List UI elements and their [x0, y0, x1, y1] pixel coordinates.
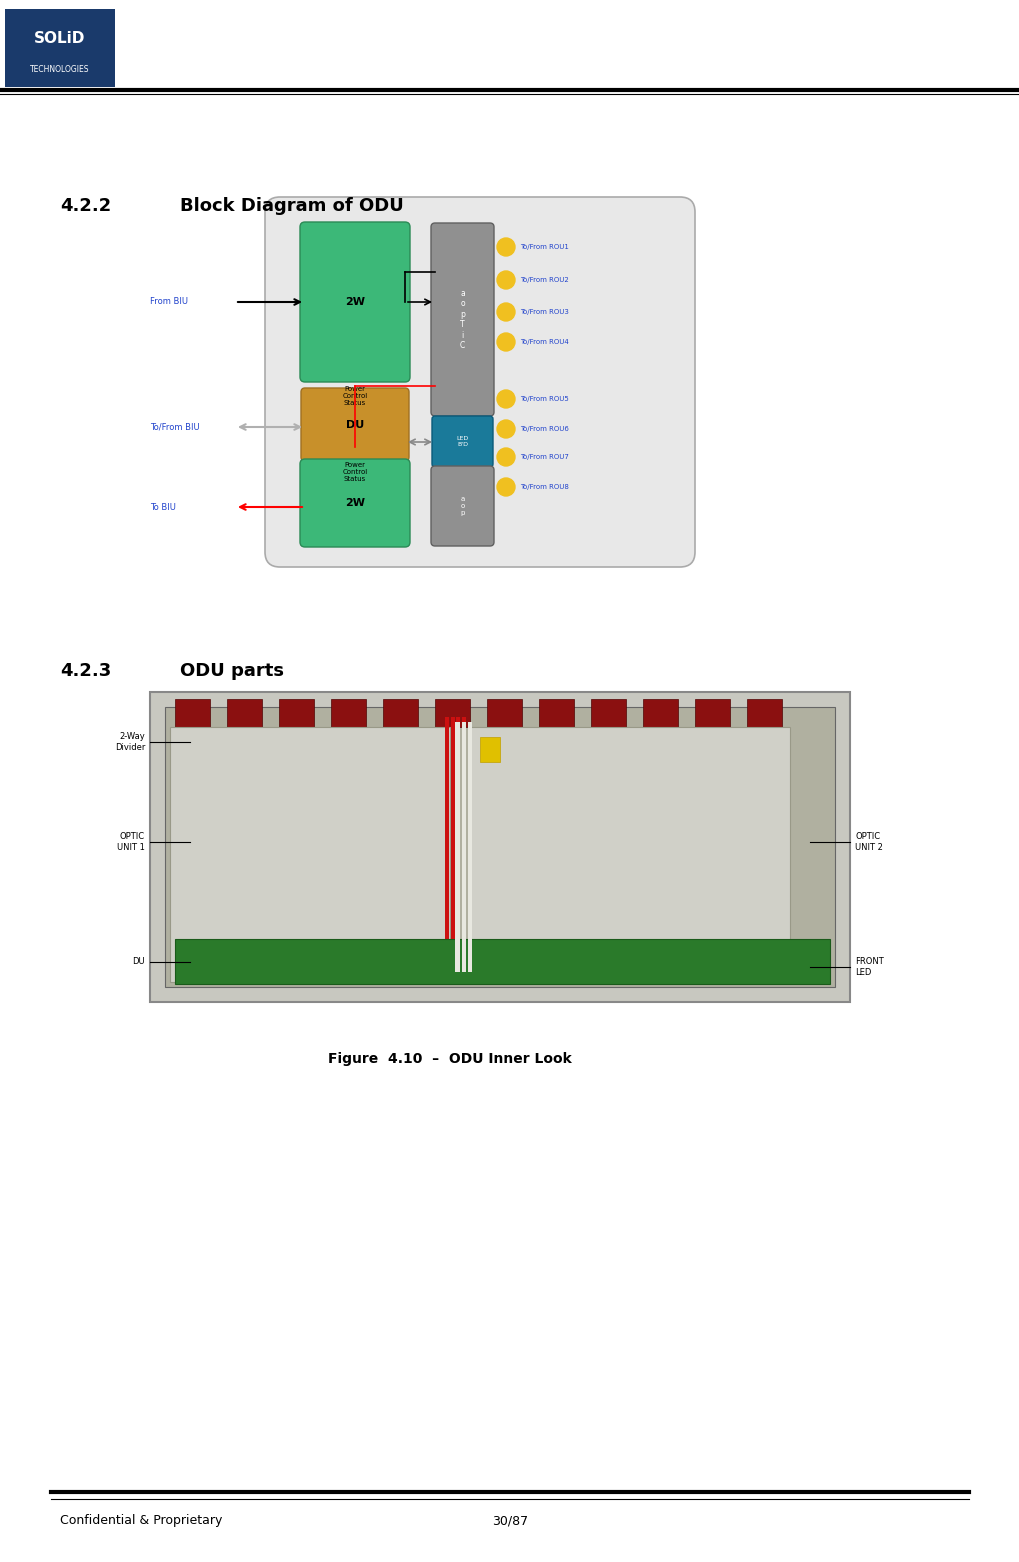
Circle shape — [496, 303, 515, 322]
FancyBboxPatch shape — [455, 717, 460, 976]
FancyBboxPatch shape — [331, 700, 366, 726]
Text: TECHNOLOGIES: TECHNOLOGIES — [31, 66, 90, 75]
FancyBboxPatch shape — [170, 726, 449, 982]
Circle shape — [496, 270, 515, 289]
FancyBboxPatch shape — [150, 692, 849, 1001]
Text: 2W: 2W — [344, 297, 365, 308]
FancyBboxPatch shape — [227, 700, 262, 726]
Text: LED
B'D: LED B'D — [455, 436, 468, 447]
Text: To/From BIU: To/From BIU — [150, 422, 200, 431]
FancyBboxPatch shape — [279, 700, 314, 726]
Text: Figure  4.10  –  ODU Inner Look: Figure 4.10 – ODU Inner Look — [328, 1051, 572, 1065]
FancyBboxPatch shape — [300, 222, 410, 383]
FancyBboxPatch shape — [301, 387, 409, 461]
FancyBboxPatch shape — [454, 722, 459, 972]
FancyBboxPatch shape — [432, 415, 492, 467]
Text: To/From ROU7: To/From ROU7 — [520, 455, 569, 459]
Circle shape — [496, 390, 515, 408]
Text: 30/87: 30/87 — [491, 1514, 528, 1528]
FancyBboxPatch shape — [642, 700, 678, 726]
Circle shape — [496, 237, 515, 256]
Text: Power
Control
Status: Power Control Status — [342, 462, 367, 483]
Text: Block Diagram of ODU: Block Diagram of ODU — [179, 197, 404, 216]
Text: From BIU: From BIU — [150, 297, 187, 306]
Text: DU: DU — [132, 958, 145, 967]
Text: To/From ROU6: To/From ROU6 — [520, 426, 569, 433]
Text: To BIU: To BIU — [150, 503, 175, 511]
FancyBboxPatch shape — [468, 722, 472, 972]
FancyBboxPatch shape — [450, 717, 454, 976]
FancyBboxPatch shape — [431, 465, 493, 547]
Text: a
o
p
T
i
C: a o p T i C — [460, 289, 465, 350]
Text: To/From ROU8: To/From ROU8 — [520, 484, 569, 490]
FancyBboxPatch shape — [590, 700, 626, 726]
Text: 4.2.2: 4.2.2 — [60, 197, 111, 216]
FancyBboxPatch shape — [434, 700, 470, 726]
FancyBboxPatch shape — [461, 717, 465, 976]
FancyBboxPatch shape — [694, 700, 730, 726]
FancyBboxPatch shape — [470, 726, 790, 982]
FancyBboxPatch shape — [265, 197, 694, 567]
FancyBboxPatch shape — [5, 9, 115, 87]
Text: To/From ROU5: To/From ROU5 — [520, 397, 569, 401]
FancyBboxPatch shape — [746, 700, 782, 726]
FancyBboxPatch shape — [165, 708, 835, 987]
Text: To/From ROU2: To/From ROU2 — [520, 276, 569, 283]
FancyBboxPatch shape — [486, 700, 522, 726]
FancyBboxPatch shape — [461, 722, 466, 972]
FancyBboxPatch shape — [300, 459, 410, 547]
FancyBboxPatch shape — [538, 700, 574, 726]
Circle shape — [496, 333, 515, 351]
Text: 2-Way
Divider: 2-Way Divider — [114, 733, 145, 751]
Text: OPTIC
UNIT 2: OPTIC UNIT 2 — [854, 833, 882, 851]
Circle shape — [496, 478, 515, 497]
Text: To/From ROU3: To/From ROU3 — [520, 309, 569, 316]
FancyBboxPatch shape — [382, 700, 418, 726]
Text: a
o
p: a o p — [460, 497, 465, 515]
Text: Confidential & Proprietary: Confidential & Proprietary — [60, 1514, 222, 1528]
Text: OPTIC
UNIT 1: OPTIC UNIT 1 — [117, 833, 145, 851]
FancyBboxPatch shape — [480, 737, 499, 762]
FancyBboxPatch shape — [175, 700, 210, 726]
Text: To/From ROU4: To/From ROU4 — [520, 339, 569, 345]
Text: FRONT
LED: FRONT LED — [854, 958, 882, 976]
Text: 2W: 2W — [344, 498, 365, 508]
Circle shape — [496, 420, 515, 437]
FancyBboxPatch shape — [431, 223, 493, 415]
Text: ODU parts: ODU parts — [179, 662, 283, 679]
Text: SOLiD: SOLiD — [35, 31, 86, 47]
Text: To/From ROU1: To/From ROU1 — [520, 244, 569, 250]
Text: 4.2.3: 4.2.3 — [60, 662, 111, 679]
FancyBboxPatch shape — [444, 717, 448, 976]
Text: DU: DU — [345, 420, 364, 430]
Circle shape — [496, 448, 515, 465]
FancyBboxPatch shape — [175, 939, 829, 984]
Text: Power
Control
Status: Power Control Status — [342, 386, 367, 406]
